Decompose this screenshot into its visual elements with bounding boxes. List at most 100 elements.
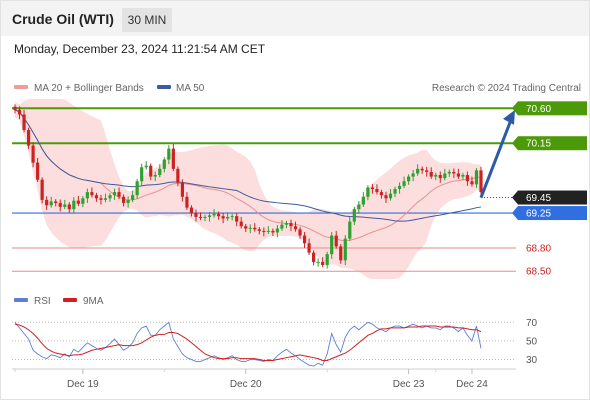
candle-body	[207, 215, 212, 217]
ma50-legend-swatch	[157, 85, 171, 89]
candle-body	[384, 195, 388, 199]
candle	[325, 251, 329, 269]
candle	[393, 186, 397, 198]
candle	[72, 197, 76, 214]
candle	[348, 216, 352, 241]
candle	[302, 232, 307, 248]
candle-body	[22, 114, 26, 131]
candle	[212, 209, 216, 218]
candle-body	[334, 235, 338, 247]
candle	[171, 144, 175, 172]
level-tag-pointer	[512, 101, 518, 116]
candle-body	[321, 261, 325, 266]
candle	[361, 192, 365, 207]
candle	[36, 157, 40, 183]
candle-body	[343, 238, 347, 261]
candle	[58, 199, 62, 212]
time-axis: Dec 19 Dec 20 Dec 23 Dec 24	[14, 369, 488, 390]
candle	[54, 199, 58, 207]
candle	[45, 196, 49, 210]
candle-body	[235, 216, 239, 222]
rsi-ma-line	[14, 323, 482, 361]
candle	[434, 172, 438, 181]
candle-body	[58, 202, 62, 207]
candle-body	[135, 181, 139, 196]
candle-body	[411, 173, 415, 177]
candle	[370, 183, 375, 194]
candle-body	[212, 213, 216, 216]
timeframe-button[interactable]: 30 MIN	[122, 8, 172, 32]
candle	[257, 227, 261, 235]
candle	[330, 232, 334, 259]
bollinger-band	[15, 99, 481, 279]
candle	[126, 196, 130, 208]
candle-body	[379, 192, 384, 196]
candle	[140, 163, 144, 186]
level-tag-pointer	[512, 206, 518, 221]
candle	[307, 238, 311, 255]
candle-body	[194, 213, 198, 217]
level-tag-label: 69.45	[526, 193, 551, 204]
candle-body	[262, 230, 266, 232]
candle	[407, 174, 411, 185]
candle-body	[239, 221, 243, 227]
candle	[13, 104, 17, 114]
candle	[167, 145, 171, 165]
candle-body	[348, 221, 352, 239]
candle-body	[330, 235, 334, 255]
candle-body	[72, 200, 76, 210]
level-tag-bg	[518, 101, 587, 116]
candle	[149, 163, 153, 181]
candle	[90, 187, 94, 198]
candle-body	[94, 195, 99, 199]
candle	[121, 194, 126, 207]
rsi-legend-swatch	[14, 298, 28, 302]
level-tag-label: 70.15	[526, 139, 551, 150]
level-tag-bg	[518, 136, 587, 151]
candle	[230, 213, 234, 221]
candle	[108, 192, 112, 202]
rsi-tick-label: 50	[526, 336, 538, 347]
candle	[397, 182, 402, 194]
candle	[447, 169, 451, 177]
candle	[334, 230, 338, 249]
candle-body	[307, 243, 311, 253]
rsi-ma-legend-swatch	[63, 298, 77, 302]
candle-body	[90, 192, 94, 196]
time-tick-label: Dec 24	[456, 379, 488, 390]
candle	[248, 224, 252, 234]
level-label: 68.50	[526, 267, 551, 278]
candle-body	[280, 224, 284, 229]
source-credit: Research © 2024 Trading Central	[432, 83, 581, 94]
candle	[216, 211, 221, 220]
candle-body	[126, 199, 130, 203]
candle	[316, 258, 320, 267]
candle	[221, 212, 225, 224]
candle-body	[54, 201, 58, 203]
candle-body	[162, 159, 166, 169]
candle-body	[198, 216, 203, 218]
candle	[22, 109, 26, 133]
candle	[339, 244, 343, 264]
candle-body	[284, 223, 289, 225]
candle	[235, 212, 239, 227]
candle-body	[85, 192, 89, 199]
candle	[207, 211, 212, 222]
candle-body	[45, 199, 49, 206]
candle-body	[131, 195, 135, 200]
candle-body	[167, 148, 171, 160]
candle	[425, 166, 429, 177]
candle-body	[461, 175, 465, 177]
candle-body	[443, 173, 447, 179]
candle	[280, 220, 284, 231]
time-tick-label: Dec 19	[67, 379, 99, 390]
candle	[180, 179, 184, 202]
candle	[293, 221, 298, 232]
candle-body	[81, 198, 85, 204]
candle-body	[474, 170, 479, 185]
candle-body	[149, 165, 153, 177]
ma20-legend-swatch	[14, 85, 28, 89]
candle	[470, 176, 474, 187]
time-tick-label: Dec 23	[393, 379, 425, 390]
